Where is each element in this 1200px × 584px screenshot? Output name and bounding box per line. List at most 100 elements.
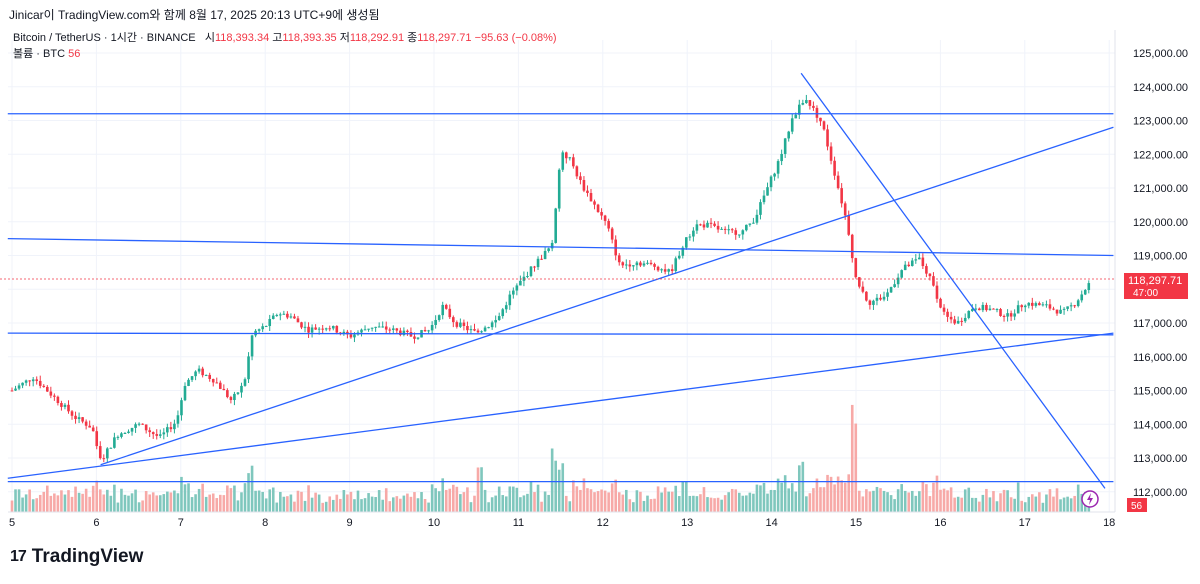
candle-body — [98, 446, 102, 459]
candle-body — [543, 250, 547, 260]
candle-body — [229, 397, 233, 401]
volume-bar — [226, 485, 229, 512]
candle-body — [81, 417, 84, 422]
candle-body — [805, 100, 808, 104]
candle-body — [635, 262, 639, 266]
candle-body — [1076, 300, 1080, 307]
candle-body — [293, 316, 296, 319]
volume-bar — [515, 487, 519, 512]
attribution-text: Jinicar이 TradingView.com와 함께 8월 17, 2025… — [9, 8, 380, 22]
volume-bar — [127, 495, 130, 512]
volume-bar — [992, 491, 995, 512]
candle-body — [289, 316, 293, 318]
volume-bar — [882, 490, 886, 512]
trendline[interactable] — [7, 332, 1114, 479]
candle-body — [840, 188, 843, 204]
candle-body — [497, 316, 501, 321]
candle-body — [822, 121, 826, 130]
volume-bar — [444, 489, 448, 512]
trendline[interactable] — [7, 237, 1114, 257]
volume-bar — [953, 497, 956, 512]
candle-body — [268, 318, 272, 327]
volume-bar — [557, 469, 561, 512]
candle-body — [550, 242, 554, 249]
high-value: 118,393.35 — [282, 32, 337, 44]
volume-bar — [180, 476, 183, 512]
volume-bar — [819, 487, 822, 512]
candle-body — [582, 180, 586, 191]
candle-body — [854, 258, 858, 278]
volume-bar — [95, 480, 99, 512]
volume-bar — [158, 495, 162, 512]
trendline[interactable] — [100, 126, 1114, 466]
volume-bar — [441, 478, 445, 512]
candle-body — [674, 258, 678, 272]
symbol-name[interactable]: Bitcoin / TetherUS · 1시간 · BINANCE — [13, 32, 196, 44]
candle-body — [166, 427, 169, 433]
volume-bar — [861, 496, 865, 512]
volume-bar — [21, 497, 24, 512]
candle-body — [1023, 305, 1027, 308]
volume-bar — [141, 500, 144, 512]
candle-body — [801, 103, 805, 105]
candle-body — [939, 298, 942, 308]
candle-body — [988, 308, 992, 311]
candle-body — [194, 371, 197, 377]
change-value: −95.63 (−0.08%) — [474, 32, 557, 44]
candle-body — [416, 337, 420, 339]
x-tick-label: 8 — [262, 517, 268, 529]
volume-bar — [734, 489, 738, 512]
volume-bar — [695, 496, 699, 512]
volume-bar — [554, 460, 557, 512]
lightning-icon[interactable] — [1081, 490, 1099, 508]
x-tick-label: 5 — [9, 517, 15, 529]
candle-body — [660, 269, 663, 271]
volume-bar — [829, 476, 833, 512]
candle-body — [734, 230, 738, 235]
volume-bar — [420, 492, 423, 512]
candle-body — [632, 265, 635, 267]
candle-body — [243, 379, 247, 386]
candle-body — [529, 266, 533, 277]
candle-body — [1002, 315, 1006, 317]
tradingview-logo[interactable]: 17 TradingView — [10, 546, 143, 568]
candle-body — [889, 287, 893, 293]
candle-body — [935, 285, 939, 299]
candle-body — [985, 304, 988, 311]
candle-body — [879, 297, 882, 300]
volume-bar — [1027, 496, 1031, 512]
volume-bar — [261, 491, 264, 512]
candle-body — [836, 175, 840, 189]
volume-bar — [236, 500, 240, 512]
candle-body — [187, 379, 190, 386]
volume-badge: 56 — [1127, 498, 1147, 512]
volume-bar — [755, 484, 759, 512]
volume-bar — [946, 490, 949, 512]
volume-bar — [452, 484, 455, 512]
candle-body — [1020, 305, 1024, 308]
volume-bar — [381, 499, 384, 512]
candle-body — [1006, 313, 1009, 317]
open-value: 118,393.34 — [214, 32, 270, 44]
volume-bar — [967, 487, 971, 512]
volume-bar — [720, 499, 723, 512]
candle-body — [646, 262, 649, 264]
candle-body — [967, 310, 971, 318]
candle-body — [60, 403, 63, 407]
volume-bar — [914, 495, 918, 512]
candle-body — [1013, 313, 1016, 317]
candle-body — [173, 423, 176, 430]
volume-bar — [656, 486, 660, 512]
volume-bar — [512, 486, 515, 512]
trendline[interactable] — [800, 72, 1106, 489]
candle-body — [374, 326, 377, 328]
volume-bar — [688, 495, 692, 512]
candle-body — [572, 157, 575, 167]
candle-body — [974, 308, 978, 310]
candle-body — [282, 313, 286, 315]
volume-bar — [879, 488, 882, 512]
trendline[interactable] — [7, 332, 1114, 336]
volume-bar — [801, 461, 805, 512]
volume-bar — [413, 492, 416, 512]
